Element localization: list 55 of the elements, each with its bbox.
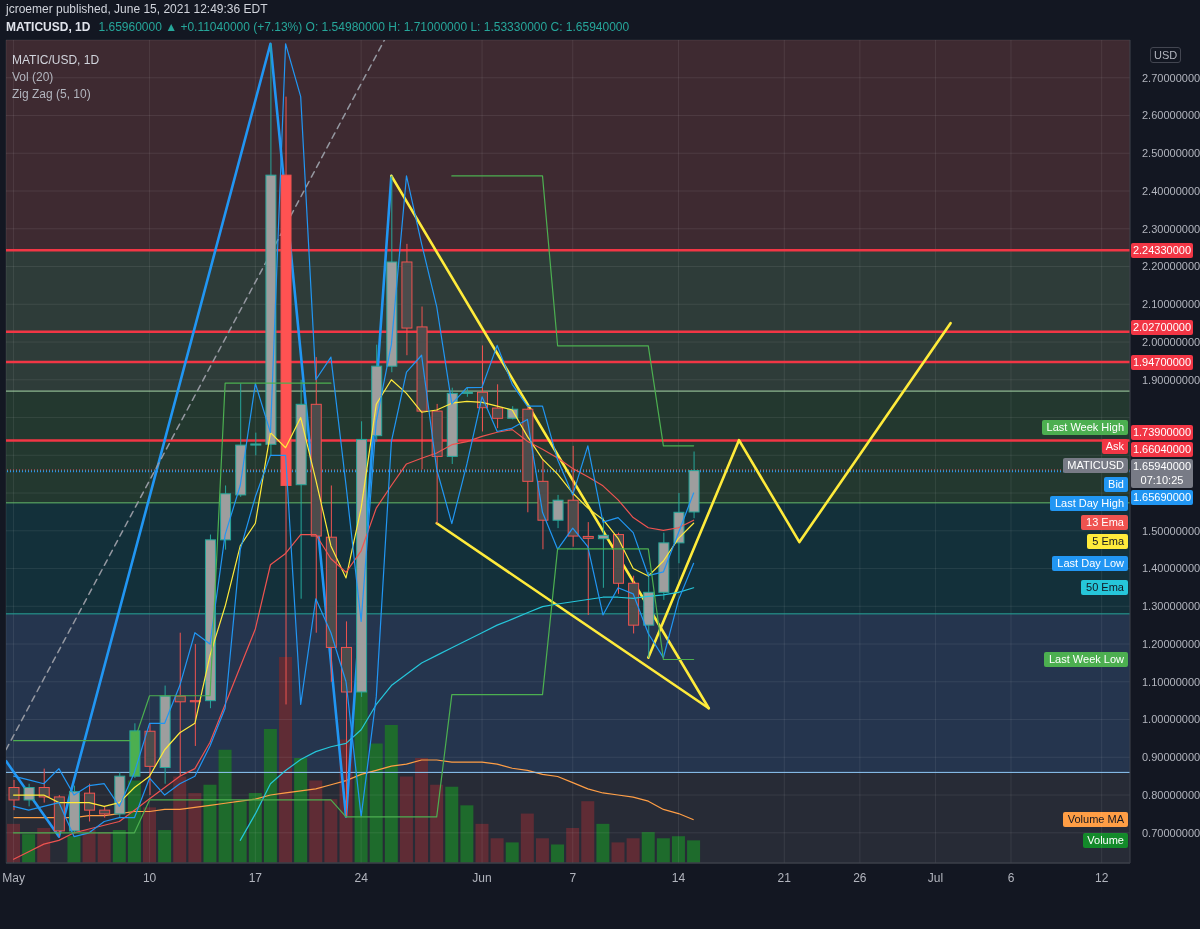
ref-line-label: 2.02700000 <box>1131 319 1193 334</box>
x-tick-label: 24 <box>354 870 369 885</box>
y-tick-label: 1.40000000 <box>1142 562 1200 575</box>
text: 07:10:25 <box>1139 472 1185 487</box>
y-tick-label: 1.20000000 <box>1142 637 1200 650</box>
chart-subtitle: 1.65960000 ▲ +0.11040000 (+7.13%) O: 1.54980000 H: 1.71000000 L: 1.53330000 C: 1.65940000 <box>98 20 630 34</box>
x-tick-label: Jul <box>927 870 944 885</box>
x-tick-label: 17 <box>248 870 263 885</box>
y-tick-label: 0.90000000 <box>1142 751 1200 764</box>
y-tick-label: 1.00000000 <box>1142 713 1200 726</box>
legend-label: Last Week Low <box>1048 652 1128 667</box>
x-tick-label: 12 <box>1094 870 1109 885</box>
legend-label: 1.66040000 <box>1131 441 1193 456</box>
annotation: Zig Zag (5, 10) <box>12 87 91 101</box>
text: jcroemer published, June 15, 2021 12:49:36 EDT <box>6 2 268 16</box>
annotation: MATIC/USD, 1D <box>12 53 100 67</box>
y-tick-label: 2.60000000 <box>1142 109 1200 122</box>
x-tick-label: 10 <box>142 870 157 885</box>
annotation: Ask <box>1101 439 1128 455</box>
ref-line-label: 1.73900000 <box>1131 424 1193 439</box>
x-tick-label: 21 <box>777 870 792 885</box>
legend-label: Last Day High <box>1054 496 1128 512</box>
y-tick-label: 1.50000000 <box>1142 524 1200 537</box>
y-tick-label: 1.30000000 <box>1142 600 1200 613</box>
y-tick-label: 2.70000000 <box>1142 71 1200 84</box>
y-tick-label: 2.50000000 <box>1142 147 1200 160</box>
y-tick-label: 0.70000000 <box>1142 826 1200 839</box>
y-axis-title: USD <box>1150 47 1182 63</box>
annotation: Bid <box>1104 477 1128 493</box>
y-tick-label: 1.10000000 <box>1142 675 1200 688</box>
ref-line-label: 1.94700000 <box>1131 354 1193 369</box>
x-tick-label: May <box>2 870 25 885</box>
annotation: MATICUSD <box>1063 458 1128 474</box>
legend-label: Last Day Low <box>1057 555 1128 571</box>
legend-label: Last Week High <box>1046 420 1128 436</box>
y-tick-label: 2.40000000 <box>1142 184 1200 197</box>
ref-line-label: 2.24330000 <box>1131 242 1193 257</box>
x-tick-label: 6 <box>1007 870 1015 885</box>
chart-title: MATICUSD, 1D <box>6 20 91 34</box>
y-tick-label: 2.00000000 <box>1142 335 1200 348</box>
x-tick-label: 14 <box>671 870 686 885</box>
annotation: Vol (20) <box>12 70 54 84</box>
legend-label: 13 Ema <box>1086 515 1128 531</box>
y-tick-label: 1.90000000 <box>1142 373 1200 386</box>
y-tick-label: 2.20000000 <box>1142 260 1200 273</box>
ref-line-label: 1.65690000 <box>1131 489 1193 504</box>
y-tick-label: 2.10000000 <box>1142 298 1200 311</box>
y-tick-label: 0.80000000 <box>1142 788 1200 801</box>
x-tick-label: 26 <box>853 870 867 885</box>
x-tick-label: 7 <box>569 870 577 885</box>
legend-label: 5 Ema <box>1092 534 1128 550</box>
y-tick-label: 2.30000000 <box>1142 222 1200 235</box>
x-tick-label: Jun <box>472 870 492 885</box>
legend-label: 50 Ema <box>1086 580 1128 596</box>
ref-line-label: 1.65940000 <box>1131 458 1193 473</box>
